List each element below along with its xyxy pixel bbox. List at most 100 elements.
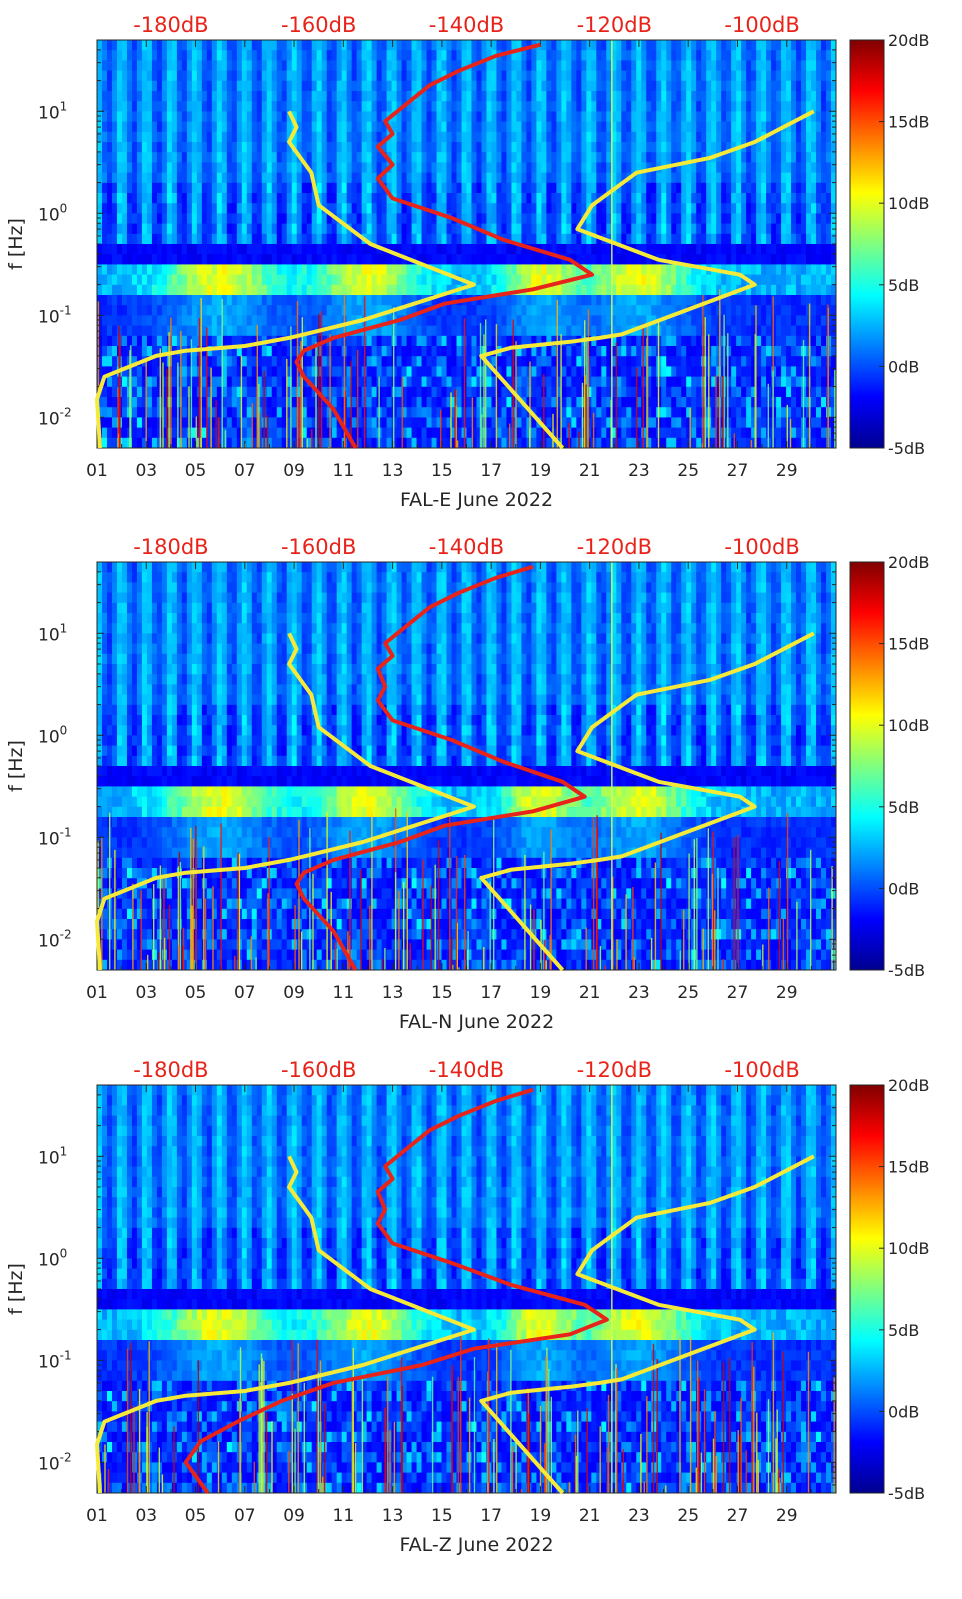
spectrogram-cell: [481, 60, 487, 71]
spectrogram-cell: [196, 223, 203, 235]
spectrogram-cell: [216, 437, 223, 449]
spectrogram-cell: [266, 407, 273, 418]
spectrogram-cell: [591, 80, 597, 92]
spectrogram-cell: [151, 254, 158, 265]
spectrogram-cell: [281, 397, 288, 408]
spectrogram-cell: [526, 101, 532, 112]
spectrogram-cell: [116, 315, 123, 326]
spectrogram-cell: [491, 162, 497, 173]
spectrogram-cell: [661, 193, 667, 204]
spectrogram-cell: [331, 60, 338, 71]
spectrogram-cell: [611, 407, 617, 418]
spectrogram-cell: [266, 60, 273, 71]
spectrogram-cell: [216, 142, 223, 153]
spectrogram-cell: [611, 284, 617, 296]
spectrogram-cell: [186, 254, 193, 265]
spectrogram-cell: [486, 131, 492, 143]
spectrogram-cell: [676, 315, 682, 326]
spectrogram-cell: [676, 244, 682, 255]
spectrogram-cell: [716, 325, 722, 337]
spectrogram-cell: [206, 203, 213, 214]
spectrogram-cell: [191, 50, 198, 61]
spectrogram-cell: [521, 40, 527, 51]
spectrogram-cell: [651, 172, 657, 184]
spectrogram-cell: [601, 366, 607, 377]
spectrogram-cell: [216, 152, 223, 163]
spectrogram-cell: [596, 203, 602, 214]
spectrogram-cell: [546, 437, 552, 449]
spectrogram-cell: [121, 223, 128, 235]
spectrogram-cell: [521, 335, 527, 347]
spectrogram-cell: [341, 80, 348, 92]
spectrogram-cell: [466, 427, 472, 439]
spectrogram-cell: [101, 60, 108, 71]
spectrogram-cell: [426, 325, 432, 337]
spectrogram-cell: [686, 223, 692, 235]
spectrogram-cell: [281, 315, 288, 326]
spectrogram-cell: [431, 407, 437, 418]
spectrogram-cell: [296, 254, 303, 265]
spectrogram-cell: [366, 274, 373, 286]
spectrogram-cell: [531, 407, 537, 418]
spectrogram-cell: [366, 142, 373, 153]
spectrogram-cell: [601, 162, 607, 173]
spectrogram-cell: [346, 91, 353, 102]
spectrogram-cell: [316, 213, 323, 224]
spectrogram-cell: [141, 427, 148, 439]
spectrogram-cell: [536, 264, 542, 275]
spectrogram-cell: [151, 70, 158, 82]
spectrogram-cell: [241, 60, 248, 71]
spectrogram-cell: [376, 295, 383, 306]
spectrogram-cell: [611, 335, 617, 347]
spectrogram-cell: [551, 315, 557, 326]
spectrogram-cell: [156, 254, 163, 265]
spectrogram-cell: [291, 203, 298, 214]
spectrogram-cell: [456, 305, 462, 316]
spectrogram-cell: [221, 101, 228, 112]
spectrogram-cell: [696, 203, 702, 214]
spectrogram-cell: [321, 284, 328, 296]
spectrogram-cell: [266, 305, 273, 316]
spectrogram-cell: [521, 50, 527, 61]
spectrogram-cell: [481, 203, 487, 214]
spectrogram-cell: [671, 335, 677, 347]
spectrogram-cell: [291, 244, 298, 255]
spectrogram-cell: [621, 91, 627, 102]
spectrogram-cell: [541, 142, 547, 153]
spectrogram-cell: [521, 305, 527, 316]
spectrogram-cell: [431, 244, 437, 255]
spectrogram-cell: [371, 80, 378, 92]
spectrogram-cell: [571, 40, 577, 51]
spectrogram-cell: [701, 182, 707, 194]
spectrogram-cell: [501, 182, 507, 194]
spectrogram-cell: [351, 417, 358, 428]
spectrogram-cell: [496, 376, 502, 388]
spectrogram-cell: [141, 295, 148, 306]
spectrogram-cell: [606, 50, 612, 61]
spectrogram-cell: [676, 335, 682, 347]
spectrogram-cell: [471, 284, 477, 296]
spectrogram-cell: [701, 376, 707, 388]
spectrogram-cell: [246, 162, 253, 173]
spectrogram-cell: [186, 101, 193, 112]
spectrogram-cell: [676, 70, 682, 82]
spectrogram-cell: [176, 264, 183, 275]
spectrogram-cell: [171, 91, 178, 102]
spectrogram-cell: [266, 417, 273, 428]
spectrogram-cell: [606, 80, 612, 92]
spectrogram-cell: [386, 386, 392, 398]
spectrogram-cell: [441, 203, 447, 214]
spectrogram-cell: [286, 264, 293, 275]
spectrogram-cell: [136, 397, 143, 408]
spectrogram-cell: [106, 254, 113, 265]
spectrogram-cell: [706, 305, 712, 316]
spectrogram-cell: [671, 376, 677, 388]
spectrogram-cell: [201, 376, 208, 388]
spectrogram-cell: [646, 162, 652, 173]
spectrogram-cell: [401, 244, 407, 255]
spectrogram-cell: [136, 80, 143, 92]
spectrogram-cell: [251, 172, 258, 184]
spectrogram-cell: [146, 131, 153, 143]
spectrogram-cell: [121, 152, 128, 163]
spectrogram-cell: [461, 244, 467, 255]
